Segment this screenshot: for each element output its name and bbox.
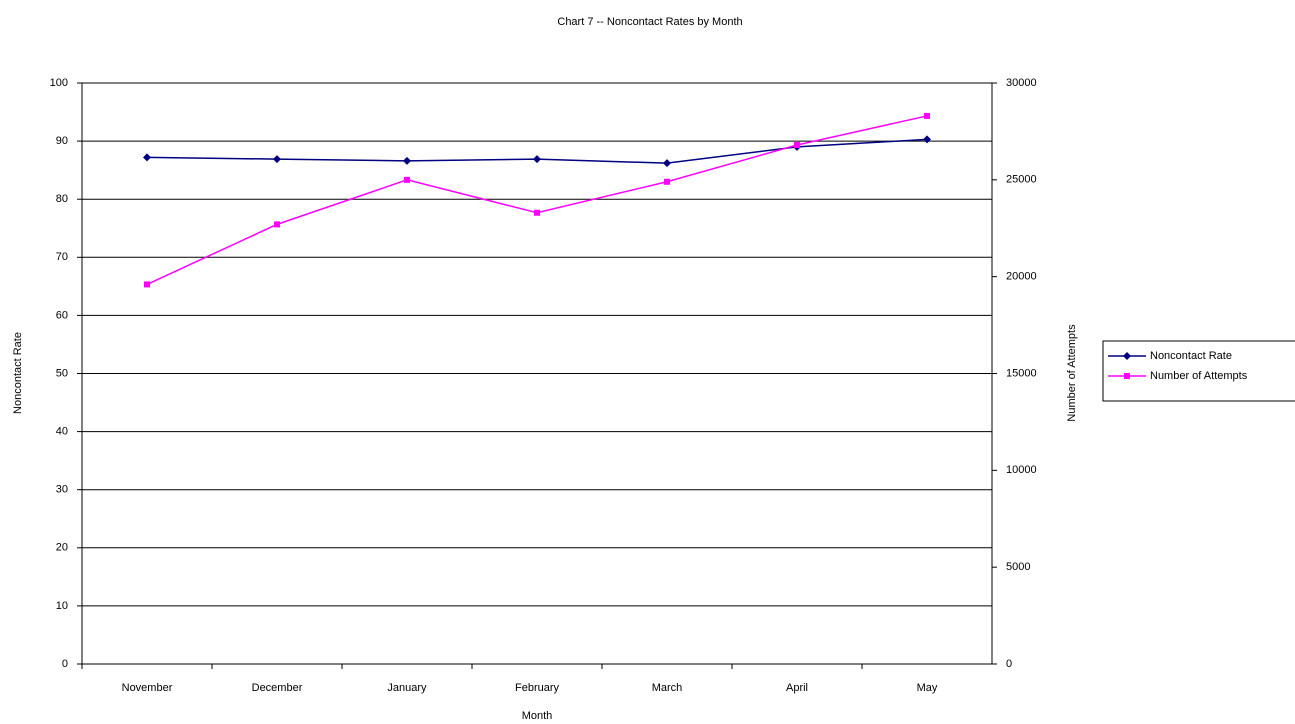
y-tick-label: 40	[56, 426, 68, 438]
y-axis-label: Noncontact Rate	[12, 332, 24, 414]
marker	[664, 178, 670, 185]
y-tick-label: 90	[56, 135, 68, 147]
legend-box	[1102, 340, 1295, 402]
x-tick-label: December	[252, 682, 303, 694]
y2-tick-label: 30000	[1006, 77, 1037, 89]
y-tick-label: 70	[56, 251, 68, 263]
y-tick-label: 50	[56, 367, 68, 379]
x-tick-label: March	[652, 682, 683, 694]
y-tick-label: 100	[50, 77, 68, 89]
legend-marker	[1123, 352, 1131, 360]
y2-tick-label: 0	[1006, 658, 1012, 670]
x-tick-label: November	[122, 682, 173, 694]
y2-tick-label: 25000	[1006, 174, 1037, 186]
marker	[923, 135, 931, 144]
x-axis-label: Month	[522, 710, 553, 722]
legend-marker	[1124, 373, 1130, 379]
legend-label: Number of Attempts	[1150, 370, 1248, 382]
marker	[144, 281, 150, 288]
y-tick-label: 80	[56, 193, 68, 205]
marker	[924, 112, 930, 119]
y2-tick-label: 20000	[1006, 271, 1037, 283]
marker	[404, 176, 410, 183]
marker	[143, 153, 151, 162]
marker	[273, 155, 281, 164]
chart-title: Chart 7 -- Noncontact Rates by Month	[557, 16, 742, 28]
y2-tick-label: 15000	[1006, 367, 1037, 379]
y-tick-label: 60	[56, 309, 68, 321]
y-tick-label: 20	[56, 542, 68, 554]
marker	[794, 141, 800, 148]
y2-axis-label: Number of Attempts	[1066, 324, 1078, 422]
x-tick-label: April	[786, 682, 808, 694]
x-tick-label: February	[515, 682, 560, 694]
x-tick-label: January	[387, 682, 427, 694]
legend-label: Noncontact Rate	[1150, 350, 1232, 362]
marker	[663, 159, 671, 168]
y-tick-label: 30	[56, 484, 68, 496]
marker	[533, 155, 541, 164]
x-tick-label: May	[917, 682, 938, 694]
y2-tick-label: 5000	[1006, 561, 1030, 573]
marker	[274, 221, 280, 228]
y-tick-label: 10	[56, 600, 68, 612]
y-tick-label: 0	[62, 658, 68, 670]
marker	[534, 209, 540, 216]
marker	[403, 156, 411, 165]
y2-tick-label: 10000	[1006, 464, 1037, 476]
